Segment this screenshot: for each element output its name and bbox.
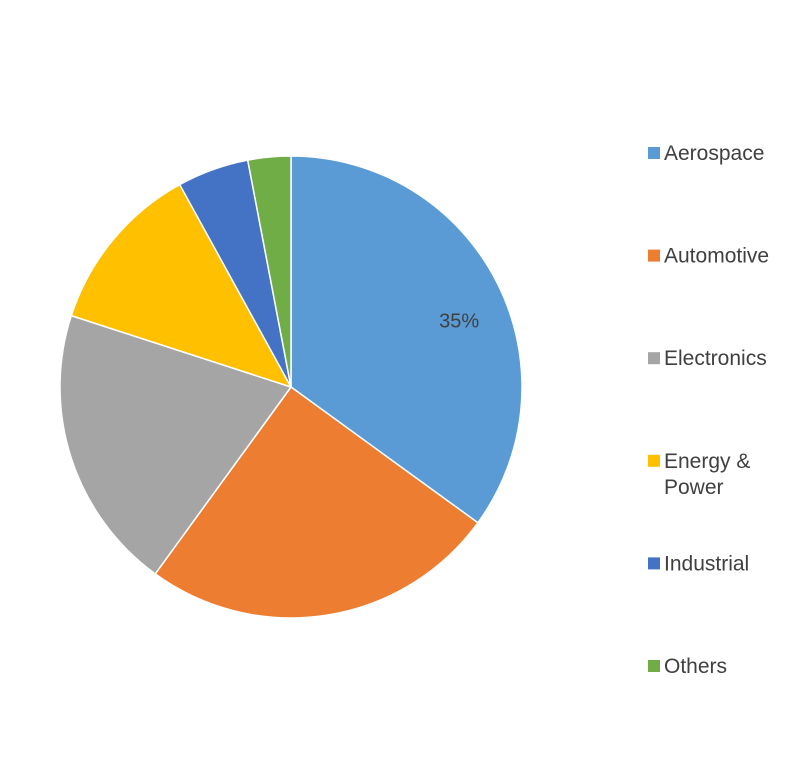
legend-label-aerospace: Aerospace (664, 142, 764, 165)
pie-slice-others (246, 155, 292, 388)
pie-slice-energy-and-power (70, 183, 293, 389)
pie-data-labels: 35% (439, 311, 479, 333)
legend-swatch-aerospace (648, 147, 660, 159)
legend-swatch-electronics (648, 352, 660, 365)
pie-slice-aerospace (290, 155, 523, 524)
pie-slice-automotive (154, 385, 479, 619)
legend-label-industrial: Industrial (664, 552, 749, 575)
legend-item-energy-and-power: Energy & Power (648, 450, 750, 499)
legend-item-aerospace: Aerospace (648, 142, 764, 165)
legend-swatch-others (648, 660, 660, 672)
legend-label-automotive: Automotive (664, 245, 769, 268)
legend-label-electronics: Electronics (664, 347, 767, 370)
legend-item-automotive: Automotive (648, 245, 769, 268)
legend-label-energy-and-power: Energy & Power (664, 450, 750, 499)
legend-item-industrial: Industrial (648, 552, 749, 575)
legend-swatch-industrial (648, 557, 660, 570)
pie-slice-electronics (59, 314, 293, 575)
legend-label-others: Others (664, 655, 727, 678)
legend-swatch-energy-and-power (648, 454, 660, 467)
legend-item-electronics: Electronics (648, 347, 767, 370)
data-label-aerospace: 35% (439, 311, 479, 333)
legend-item-others: Others (648, 655, 727, 678)
pie-slices (59, 155, 523, 619)
legend-swatch-automotive (648, 249, 660, 262)
legend: Aerospace Automotive Electronics Energy & Po… (648, 142, 769, 678)
